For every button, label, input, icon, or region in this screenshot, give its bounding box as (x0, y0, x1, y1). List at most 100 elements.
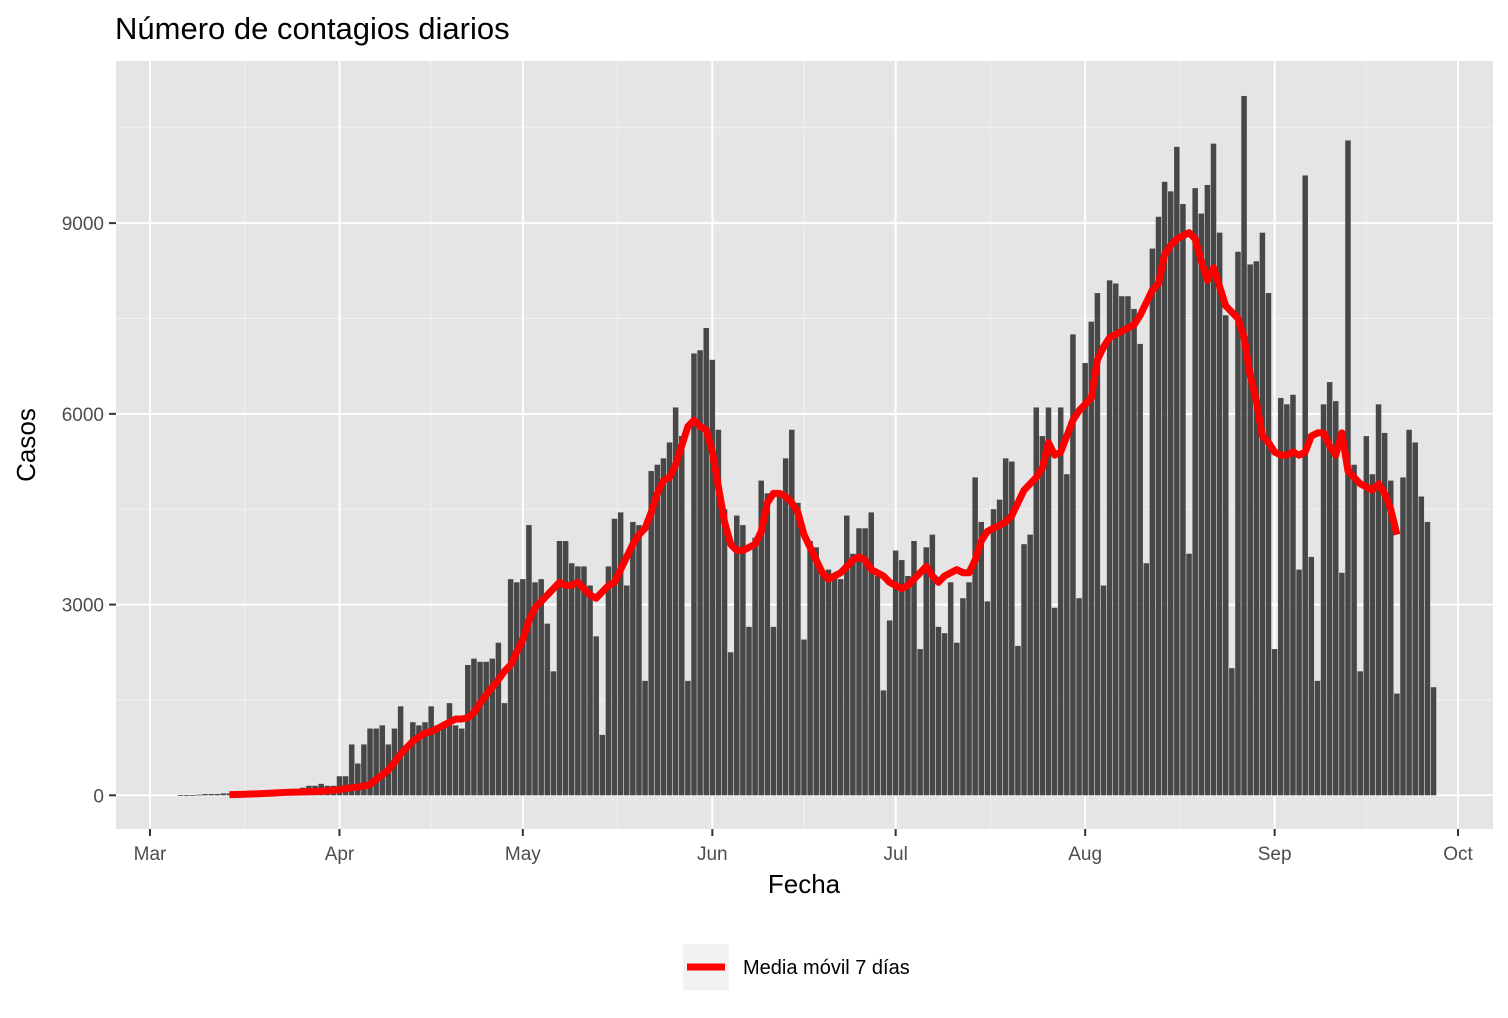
bar (562, 541, 569, 796)
bar (984, 601, 991, 796)
x-tick-label: Oct (1443, 844, 1473, 865)
bar (734, 515, 740, 796)
bar (587, 585, 593, 796)
bar (1143, 563, 1150, 796)
bar (1222, 315, 1229, 796)
bar (941, 633, 948, 796)
bar (568, 563, 575, 796)
bar (1094, 293, 1101, 796)
bar (617, 512, 624, 796)
bar (642, 680, 648, 796)
bar (1381, 432, 1388, 796)
bar (1112, 283, 1119, 796)
x-axis-title: Fecha (768, 869, 841, 899)
bar (880, 690, 887, 796)
x-tick-label: Jun (697, 844, 728, 865)
bar (1161, 181, 1168, 796)
bar (850, 553, 856, 796)
bar (220, 793, 227, 796)
bar (1082, 362, 1088, 796)
bar (1259, 232, 1266, 796)
bar (348, 744, 355, 796)
bar (1064, 474, 1070, 796)
bar (727, 652, 734, 796)
bar (1406, 429, 1412, 796)
bar (1424, 521, 1431, 796)
bar (892, 550, 899, 796)
bar (960, 598, 966, 796)
bar (795, 502, 801, 796)
bar (868, 512, 874, 796)
bar (1155, 216, 1162, 796)
bar (825, 569, 832, 796)
bar (801, 639, 807, 796)
bar (1002, 458, 1009, 796)
bar (202, 794, 208, 796)
bar (550, 671, 557, 796)
bar (1198, 213, 1205, 796)
bar (1119, 296, 1125, 796)
bar (440, 725, 447, 796)
bar (703, 328, 709, 796)
bar (1210, 143, 1217, 796)
chart-title: Número de contagios diarios (115, 11, 510, 46)
bar (746, 626, 752, 796)
y-tick-label: 6000 (62, 405, 104, 426)
x-tick-label: Aug (1068, 844, 1102, 865)
bar (544, 623, 551, 796)
bar (513, 582, 520, 796)
bar (1051, 607, 1058, 796)
bar (1137, 343, 1143, 796)
bar (758, 480, 764, 796)
bar (214, 794, 220, 796)
bar (636, 525, 642, 796)
bar (458, 728, 465, 796)
bar (177, 794, 184, 796)
x-tick-label: May (505, 844, 541, 865)
bar (1357, 671, 1363, 796)
bar (1394, 693, 1400, 796)
bar (1296, 569, 1302, 796)
bar (666, 442, 673, 796)
bar (819, 572, 826, 796)
bar (899, 560, 905, 796)
bar (1308, 556, 1315, 796)
bar (367, 728, 373, 796)
bar (923, 547, 929, 796)
bar (935, 626, 942, 796)
bar (1400, 477, 1406, 796)
bar (1363, 436, 1370, 796)
bar (782, 458, 789, 796)
bar (630, 521, 636, 796)
bar (1186, 553, 1192, 796)
bar (1412, 442, 1418, 796)
bar (1125, 296, 1131, 796)
bar (379, 725, 386, 796)
bar (1167, 191, 1174, 796)
bar (672, 407, 679, 796)
bar (807, 541, 813, 796)
bar (1015, 645, 1021, 796)
bar (776, 496, 783, 796)
bar (752, 537, 758, 796)
bar (1216, 232, 1223, 796)
bar (929, 534, 936, 796)
x-tick-label: Mar (134, 844, 167, 865)
bar (1021, 544, 1027, 796)
bar (911, 541, 917, 796)
bar (196, 794, 202, 796)
bar (507, 579, 514, 796)
bar (428, 706, 434, 796)
bar (1388, 480, 1394, 796)
bar (483, 661, 489, 796)
bar (740, 525, 746, 796)
bar (966, 582, 972, 796)
bar (1235, 251, 1241, 796)
bar (1333, 401, 1339, 796)
bar (996, 499, 1003, 796)
y-tick-label: 0 (93, 786, 104, 807)
bar (1339, 572, 1345, 796)
bar (1369, 474, 1376, 796)
bar (1131, 308, 1137, 796)
